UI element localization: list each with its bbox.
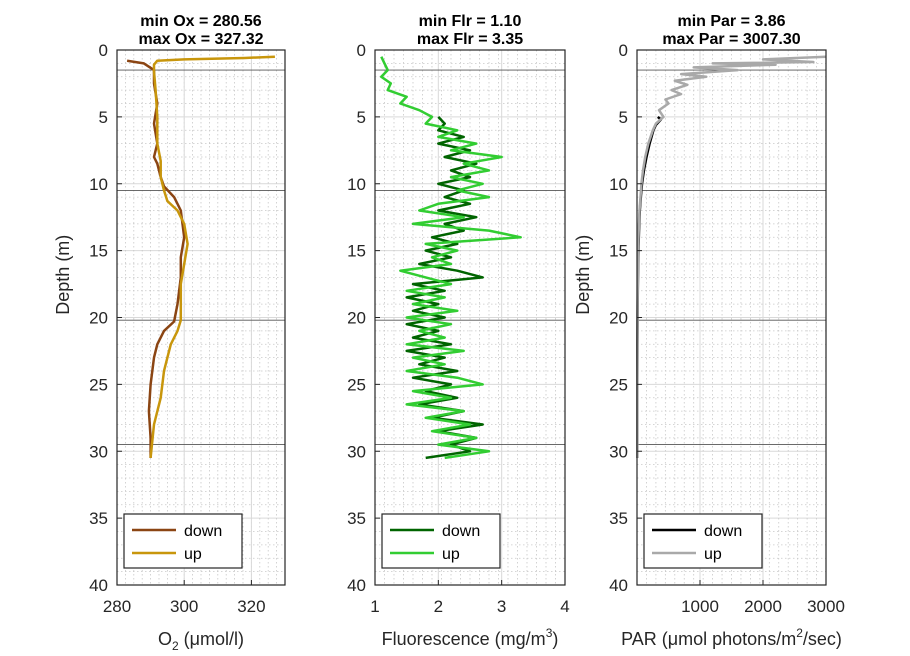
oxygen-legend-label-down: down xyxy=(184,523,222,540)
par-xtick-label: 2000 xyxy=(744,597,782,616)
oxygen-grid xyxy=(116,49,286,586)
oxygen-xtick-label: 300 xyxy=(170,597,198,616)
fluorescence-legend-box xyxy=(381,513,501,569)
par-grid xyxy=(636,49,827,586)
oxygen-legend-label-up: up xyxy=(184,546,202,563)
par-series-down xyxy=(636,115,663,458)
par-xtick-label: 1000 xyxy=(681,597,719,616)
oxygen-ytick-label: 40 xyxy=(89,576,108,595)
oxygen-ytick-label: 0 xyxy=(99,41,108,60)
fluorescence-ytick-label: 0 xyxy=(357,41,366,60)
oxygen-ytick-label: 30 xyxy=(89,442,108,461)
oxygen-series-up xyxy=(149,55,275,459)
fluorescence-legend: down up xyxy=(381,513,501,569)
fluorescence-title-line: max Flr = 3.35 xyxy=(417,31,523,48)
fluorescence-ytick-label: 30 xyxy=(347,442,366,461)
par-ytick-label: 25 xyxy=(609,375,628,394)
fluorescence-xtick-label: 1 xyxy=(370,597,379,616)
oxygen-ytick-label: 15 xyxy=(89,242,108,261)
par-ytick-label: 35 xyxy=(609,509,628,528)
oxygen-ylabel: Depth (m) xyxy=(53,235,73,315)
oxygen-xlabel: O2 (μmol/l) xyxy=(158,629,244,653)
par-ytick-label: 20 xyxy=(609,309,628,328)
oxygen-ytick-label: 35 xyxy=(89,509,108,528)
oxygen-ytick-label: 10 xyxy=(89,175,108,194)
oxygen-title-line: max Ox = 327.32 xyxy=(139,31,264,48)
fluorescence-ytick-label: 40 xyxy=(347,576,366,595)
fluorescence-ytick-label: 25 xyxy=(347,375,366,394)
fluorescence-xtick-label: 4 xyxy=(560,597,569,616)
oxygen-title-line: min Ox = 280.56 xyxy=(140,13,262,30)
fluorescence-ytick-label: 35 xyxy=(347,509,366,528)
oxygen-ytick-label: 5 xyxy=(99,108,108,127)
oxygen-xtick-label: 320 xyxy=(237,597,265,616)
oxygen-xtick-label: 280 xyxy=(103,597,131,616)
par-series-up xyxy=(636,55,827,458)
par-legend: down up xyxy=(643,513,763,569)
oxygen-legend-box xyxy=(123,513,243,569)
par-title-line: min Par = 3.86 xyxy=(677,13,785,30)
par-ytick-label: 10 xyxy=(609,175,628,194)
oxygen-ytick-label: 25 xyxy=(89,375,108,394)
fluorescence-xtick-label: 2 xyxy=(434,597,443,616)
fluorescence-xlabel: Fluorescence (mg/m3) xyxy=(382,626,559,649)
fluorescence-xtick-label: 3 xyxy=(497,597,506,616)
par-xtick-label: 3000 xyxy=(807,597,845,616)
par-legend-label-up: up xyxy=(704,546,722,563)
panel-oxygen: 0 5 10 15 20 25 30 35 40 280 300 320 min Ox = 280.56… xyxy=(53,13,286,653)
oxygen-legend: down up xyxy=(123,513,243,569)
fluorescence-title-line: min Flr = 1.10 xyxy=(419,13,522,30)
fluorescence-ytick-label: 15 xyxy=(347,242,366,261)
fluorescence-ytick-label: 10 xyxy=(347,175,366,194)
fluorescence-grid xyxy=(374,49,566,586)
par-ylabel: Depth (m) xyxy=(573,235,593,315)
par-legend-label-down: down xyxy=(704,523,742,540)
oxygen-ytick-label: 20 xyxy=(89,309,108,328)
par-ytick-label: 40 xyxy=(609,576,628,595)
par-ytick-label: 15 xyxy=(609,242,628,261)
par-legend-box xyxy=(643,513,763,569)
par-ytick-label: 0 xyxy=(619,41,628,60)
par-ytick-label: 30 xyxy=(609,442,628,461)
fluorescence-legend-label-up: up xyxy=(442,546,460,563)
panel-par: 0 5 10 15 20 25 30 35 40 1000 2000 3000 min Par = 3.… xyxy=(573,13,845,649)
fluorescence-ytick-label: 5 xyxy=(357,108,366,127)
fluorescence-ytick-label: 20 xyxy=(347,309,366,328)
par-title-line: max Par = 3007.30 xyxy=(662,31,800,48)
par-ytick-label: 5 xyxy=(619,108,628,127)
fluorescence-series-up xyxy=(380,56,522,460)
fluorescence-legend-label-down: down xyxy=(442,523,480,540)
par-xlabel: PAR (μmol photons/m2/sec) xyxy=(621,626,842,649)
